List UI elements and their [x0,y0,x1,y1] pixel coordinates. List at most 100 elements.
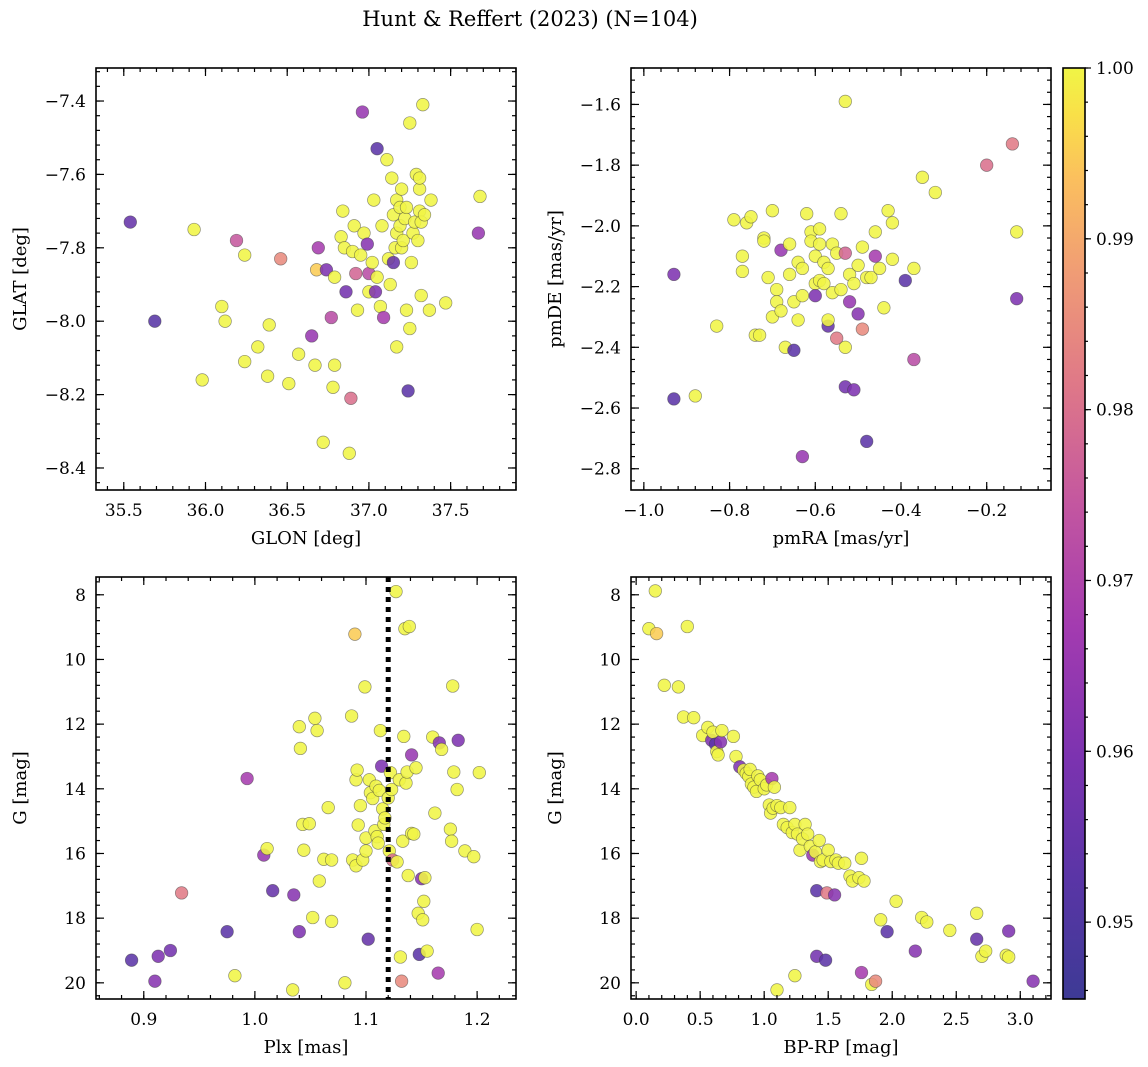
y-tick-label: 10 [599,650,621,670]
data-point [851,258,865,272]
y-tick-label: −8.2 [45,386,86,406]
x-tick-label: 1.0 [241,1010,268,1030]
data-point [218,314,232,328]
data-point [1005,137,1020,151]
data-point [414,288,428,303]
data-point [855,322,870,336]
data-point [472,765,486,780]
x-tick-label: 2.5 [943,1010,970,1030]
data-point [370,270,384,284]
data-point [854,851,869,865]
data-point [812,833,826,848]
figure-title: Hunt & Reffert (2023) (N=104) [362,7,698,31]
data-point [880,925,894,939]
data-point [327,270,342,284]
data-point [857,874,871,888]
y-tick-label: 18 [599,909,621,929]
data-point [342,446,356,460]
data-point [422,303,437,317]
data-point [770,983,784,997]
colorbar-tick-label: 0.97 [1096,571,1134,591]
y-tick-label: 12 [64,715,86,735]
data-point [735,249,750,263]
data-point [473,189,487,204]
data-point [334,230,348,244]
colorbar-tick-label: 1.00 [1096,59,1134,79]
data-point [795,261,810,276]
data-point [390,855,404,869]
data-point [306,910,320,925]
data-point [782,267,797,282]
data-point [163,943,178,958]
data-point [418,871,432,885]
data-point [447,765,461,779]
data-point [292,720,306,734]
data-point [266,884,280,898]
data-point [336,204,350,218]
x-tick-label: 1.0 [751,1010,778,1030]
data-point [350,303,365,317]
data-point [371,836,385,850]
y-tick-label: 20 [64,974,86,994]
data-point [444,834,459,848]
y-tick-label: −2.6 [580,399,621,419]
data-point [324,310,338,325]
data-point [801,827,815,841]
data-point [324,914,339,929]
x-tick-label: 36.5 [268,501,306,521]
x-tick-label: 3.0 [1007,1010,1034,1030]
data-point [316,435,330,449]
data-point [788,969,802,983]
data-point [838,340,852,354]
data-point [375,219,389,233]
data-point [713,735,728,749]
data-point [348,627,362,641]
data-point [404,748,419,762]
data-point [838,94,852,109]
data-point [411,233,425,248]
data-point [305,329,319,343]
data-point [1010,292,1024,306]
data-point [302,817,316,831]
data-point [808,289,822,303]
data-point [338,976,352,990]
data-point [711,748,725,762]
data-point [148,314,162,328]
data-point [657,678,671,692]
data-point [877,301,891,315]
data-point [765,204,780,218]
data-point [471,226,486,240]
data-point [260,369,275,383]
colorbar-frame [1062,67,1086,1000]
data-point [1002,950,1016,964]
data-point [365,255,379,270]
x-tick-label: 35.5 [105,501,143,521]
data-point [648,584,662,598]
data-point [915,170,930,184]
panel-pm: −1.0 −0.8 −0.6 −0.4 −0.2 −1.6 −1.8 −2.0 −2.2 −2.4… [545,67,1052,549]
data-point [416,98,430,112]
data-point [851,307,865,321]
y-tick-label: −2.2 [580,278,621,298]
y-tick-label: −8.4 [45,459,86,479]
data-point [220,925,234,939]
data-point [240,771,254,786]
data-point [401,868,415,883]
data-point [293,741,308,756]
data-point [907,352,921,367]
data-point [800,207,814,221]
data-point [838,856,852,870]
data-point [834,282,848,297]
data-point [403,116,417,130]
colorbar-gradient [1063,68,1085,999]
data-point [380,153,394,167]
y-tick-label: 16 [599,844,621,864]
data-point [874,913,888,927]
data-point [287,888,301,902]
y-tick-label: −7.8 [45,239,86,259]
data-point [889,894,903,908]
data-point [970,932,984,946]
data-point [864,270,878,285]
data-point [401,384,415,398]
data-point [367,193,381,207]
